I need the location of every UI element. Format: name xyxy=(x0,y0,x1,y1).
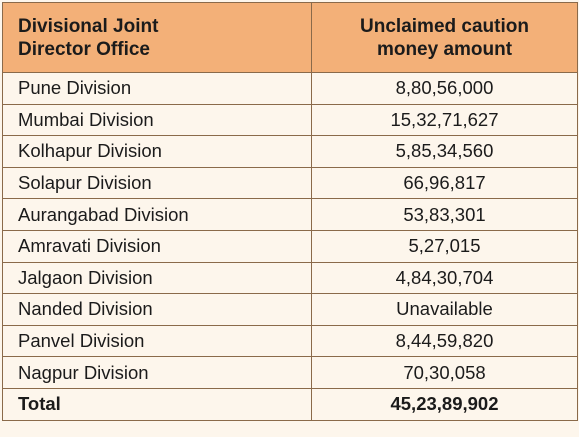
column-header-office-line1: Divisional Joint xyxy=(18,15,159,37)
division-name: Amravati Division xyxy=(2,229,312,263)
table-row: Nanded Division Unavailable xyxy=(2,293,578,326)
division-name: Panvel Division xyxy=(2,324,312,358)
table-row: Kolhapur Division 5,85,34,560 xyxy=(2,135,578,168)
division-name: Aurangabad Division xyxy=(2,198,312,231)
table-row: Mumbai Division 15,32,71,627 xyxy=(2,103,578,137)
division-name: Nanded Division xyxy=(2,293,312,326)
table-row: Amravati Division 5,27,015 xyxy=(2,229,578,263)
division-amount: 53,83,301 xyxy=(311,198,578,231)
column-header-office-line2: Director Office xyxy=(18,38,150,60)
division-amount: 70,30,058 xyxy=(311,356,578,389)
table-row: Nagpur Division 70,30,058 xyxy=(2,356,578,389)
division-amount: 4,84,30,704 xyxy=(311,261,578,295)
header-row: Divisional Joint Director Office Unclaim… xyxy=(2,2,578,73)
division-amount: 8,80,56,000 xyxy=(311,72,578,105)
division-name: Jalgaon Division xyxy=(2,261,312,295)
column-header-amount-line1: Unclaimed caution xyxy=(360,15,529,37)
caution-money-table: Divisional Joint Director Office Unclaim… xyxy=(2,2,578,421)
table-row: Solapur Division 66,96,817 xyxy=(2,166,578,200)
table-footer: Total 45,23,89,902 xyxy=(2,387,578,421)
table-row: Jalgaon Division 4,84,30,704 xyxy=(2,261,578,295)
total-label: Total xyxy=(2,387,312,421)
division-name: Kolhapur Division xyxy=(2,135,312,168)
total-row: Total 45,23,89,902 xyxy=(2,387,578,421)
division-amount: 5,27,015 xyxy=(311,229,578,263)
division-amount: Unavailable xyxy=(311,293,578,326)
column-header-amount-line2: money amount xyxy=(376,38,513,60)
table-row: Pune Division 8,80,56,000 xyxy=(2,72,578,105)
division-name: Solapur Division xyxy=(2,166,312,200)
table-header: Divisional Joint Director Office Unclaim… xyxy=(2,2,578,73)
division-name: Nagpur Division xyxy=(2,356,312,389)
division-amount: 5,85,34,560 xyxy=(311,135,578,168)
column-header-office: Divisional Joint Director Office xyxy=(2,2,312,73)
table-body: Pune Division 8,80,56,000 Mumbai Divisio… xyxy=(2,72,578,389)
division-amount: 8,44,59,820 xyxy=(311,324,578,358)
total-amount: 45,23,89,902 xyxy=(311,387,578,421)
division-amount: 15,32,71,627 xyxy=(311,103,578,137)
column-header-amount: Unclaimed caution money amount xyxy=(311,2,578,73)
division-name: Mumbai Division xyxy=(2,103,312,137)
table-row: Panvel Division 8,44,59,820 xyxy=(2,324,578,358)
table-row: Aurangabad Division 53,83,301 xyxy=(2,198,578,231)
division-amount: 66,96,817 xyxy=(311,166,578,200)
division-name: Pune Division xyxy=(2,72,312,105)
